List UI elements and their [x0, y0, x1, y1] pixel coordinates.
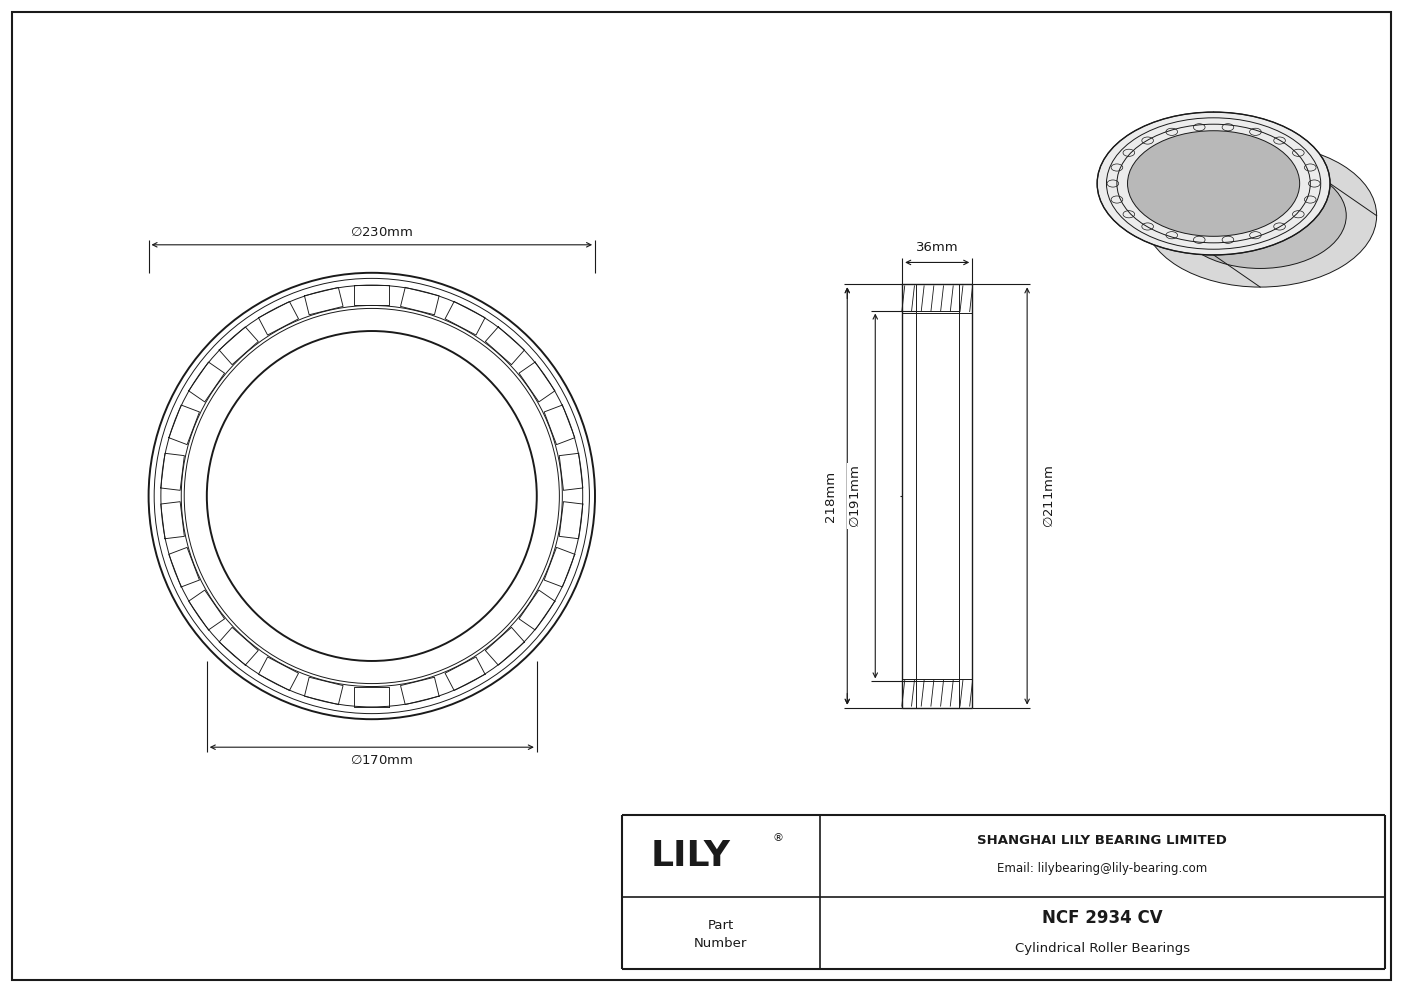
Text: Cylindrical Roller Bearings: Cylindrical Roller Bearings [1014, 942, 1190, 955]
Ellipse shape [1174, 163, 1347, 269]
Ellipse shape [1128, 131, 1299, 236]
Text: 218mm: 218mm [824, 470, 836, 522]
Text: LILY: LILY [650, 839, 730, 873]
Text: 36mm: 36mm [916, 241, 958, 254]
Text: ®: ® [773, 832, 783, 843]
Ellipse shape [1143, 144, 1376, 287]
Text: Part: Part [707, 919, 734, 931]
Text: $\varnothing$230mm: $\varnothing$230mm [351, 225, 414, 239]
Text: Number: Number [694, 937, 748, 950]
Text: $\varnothing$211mm: $\varnothing$211mm [1042, 464, 1056, 528]
Text: SHANGHAI LILY BEARING LIMITED: SHANGHAI LILY BEARING LIMITED [978, 834, 1228, 847]
Text: $\varnothing$191mm: $\varnothing$191mm [849, 464, 863, 528]
Ellipse shape [1097, 112, 1330, 255]
Ellipse shape [1107, 118, 1320, 249]
Text: NCF 2934 CV: NCF 2934 CV [1042, 909, 1163, 927]
Text: Email: lilybearing@lily-bearing.com: Email: lilybearing@lily-bearing.com [998, 862, 1208, 875]
Text: $\varnothing$170mm: $\varnothing$170mm [351, 753, 414, 767]
